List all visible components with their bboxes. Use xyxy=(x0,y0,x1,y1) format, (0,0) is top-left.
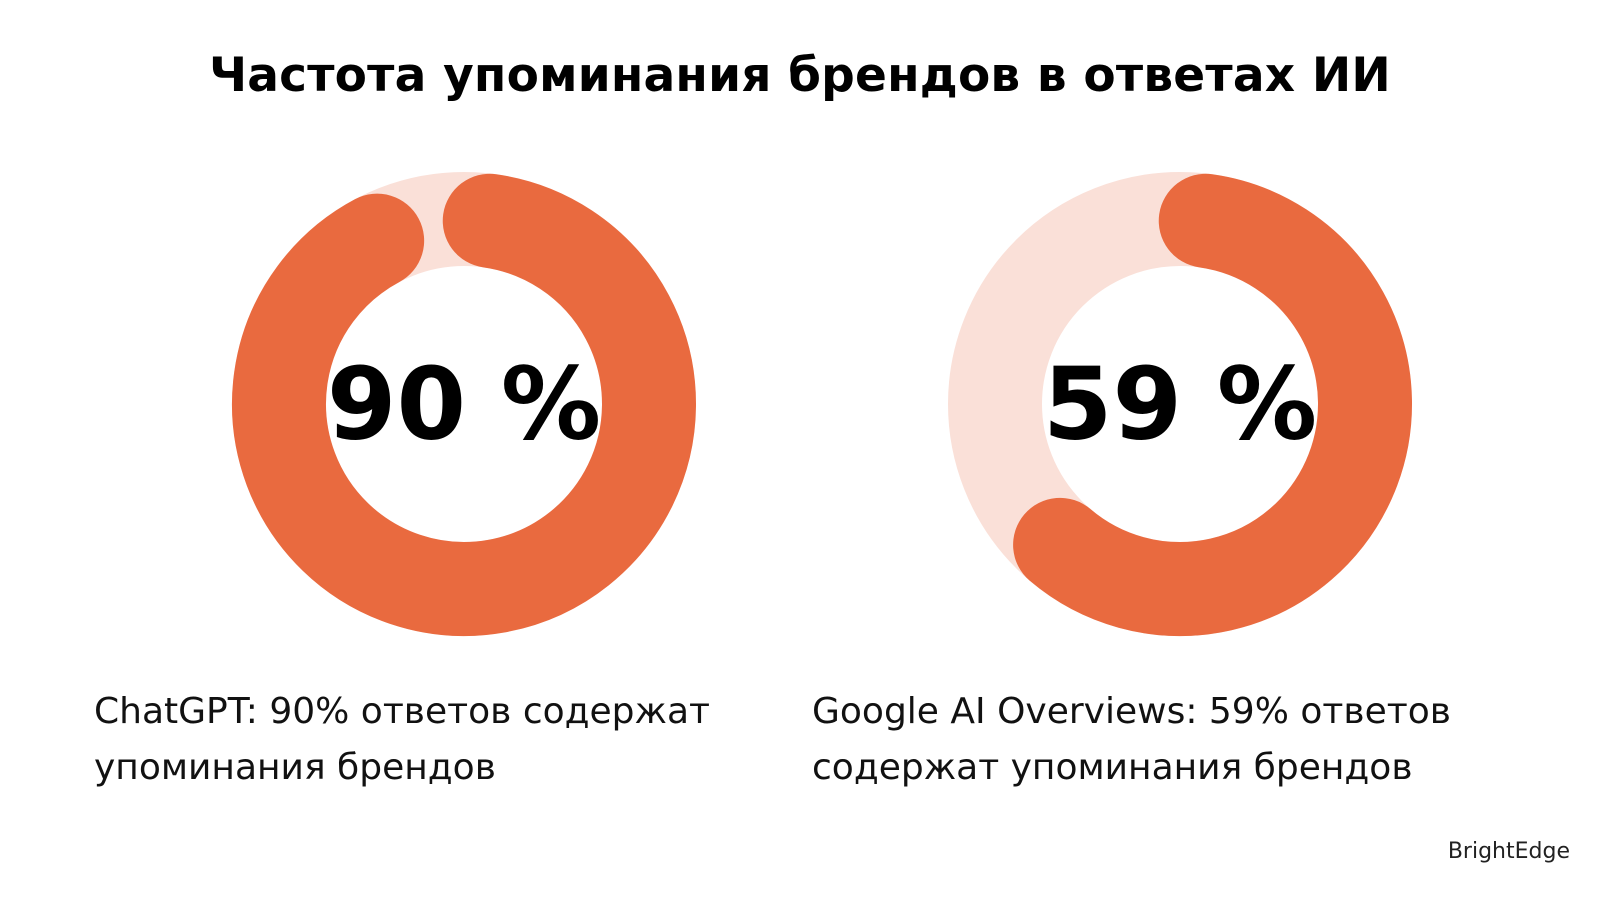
donut-chart-google-ai-overviews: 59 % xyxy=(948,172,1412,636)
caption-line: Google AI Overviews: 59% ответов xyxy=(812,691,1451,732)
caption-google-ai-overviews: Google AI Overviews: 59% ответов содержа… xyxy=(812,684,1492,796)
donut-value-label: 90 % xyxy=(327,346,601,463)
donut-value-label: 59 % xyxy=(1043,346,1317,463)
donut-value-arc xyxy=(232,173,696,636)
caption-line: упоминания брендов xyxy=(94,747,496,788)
caption-line: содержат упоминания брендов xyxy=(812,747,1413,788)
chart-title: Частота упоминания брендов в ответах ИИ xyxy=(209,48,1391,103)
source-label: BrightEdge xyxy=(1447,839,1570,864)
caption-chatgpt: ChatGPT: 90% ответов содержат упоминания… xyxy=(94,684,774,796)
donut-value-arc xyxy=(1013,173,1412,636)
donut-chart-chatgpt: 90 % xyxy=(232,172,696,636)
caption-line: ChatGPT: 90% ответов содержат xyxy=(94,691,710,732)
